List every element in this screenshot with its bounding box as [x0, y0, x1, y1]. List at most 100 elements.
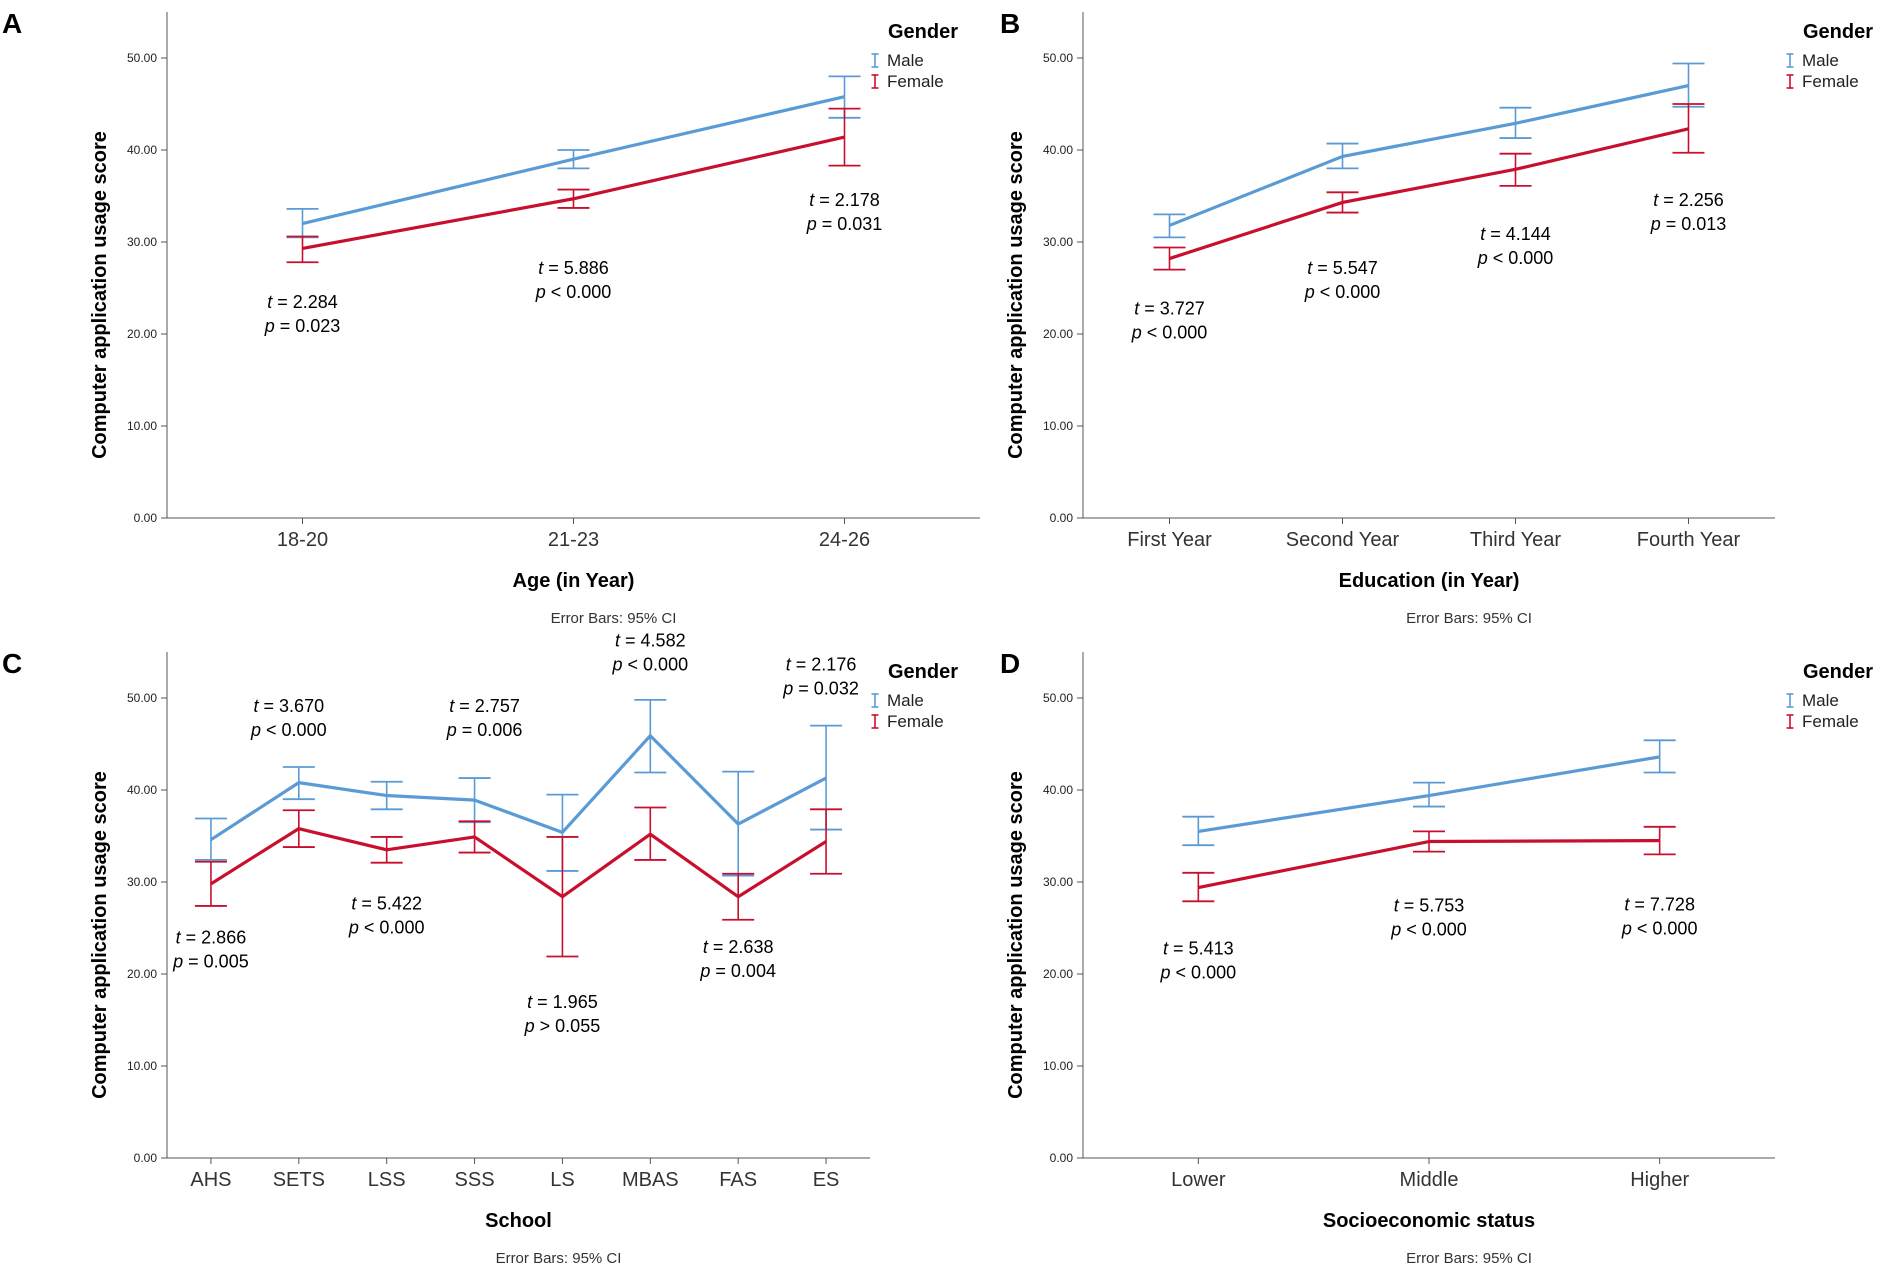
y-tick-label: 20.00	[1043, 327, 1073, 341]
p-value: p = 0.004	[699, 961, 776, 981]
legend-title: Gender	[1803, 21, 1873, 43]
x-tick-label: SETS	[273, 1169, 325, 1191]
p-value: p < 0.000	[1160, 963, 1237, 983]
x-tick-label: LSS	[368, 1169, 406, 1191]
t-statistic: t = 2.757	[449, 696, 520, 716]
p-value: p < 0.000	[1477, 248, 1554, 268]
stat-annotation: t = 2.866 p = 0.005	[172, 928, 249, 972]
t-statistic: t = 2.256	[1653, 190, 1724, 210]
series-female	[1153, 103, 1705, 271]
y-tick-label: 30.00	[1043, 235, 1073, 249]
y-tick-label: 10.00	[1043, 1059, 1073, 1073]
p-value: p < 0.000	[1304, 282, 1381, 302]
y-tick-label: 30.00	[1043, 875, 1073, 889]
panel-label: C	[2, 648, 22, 679]
series-female	[194, 806, 843, 958]
t-statistic: t = 5.413	[1163, 939, 1234, 959]
stat-annotation: t = 2.638 p = 0.004	[699, 937, 776, 981]
t-statistic: t = 5.547	[1307, 258, 1378, 278]
error-bar-footnote: Error Bars: 95% CI	[496, 1250, 622, 1267]
legend-male: Male	[887, 691, 924, 710]
x-tick-label: MBAS	[622, 1169, 679, 1191]
panel-label: A	[2, 8, 22, 39]
male-errorbar-icon	[1786, 693, 1794, 708]
y-tick-label: 50.00	[127, 51, 157, 65]
x-tick-label: LS	[550, 1169, 574, 1191]
female-errorbar-icon	[1786, 74, 1794, 89]
panel-label: B	[1000, 8, 1020, 39]
x-tick-label: ES	[813, 1169, 840, 1191]
x-axis-title: Age (in Year)	[513, 570, 635, 592]
x-tick-label: 21-23	[548, 529, 599, 551]
legend-female: Female	[1802, 72, 1859, 91]
x-tick-label: Fourth Year	[1637, 529, 1741, 551]
x-tick-label: Lower	[1171, 1169, 1226, 1191]
male-errorbar-icon	[1786, 53, 1794, 68]
legend: Gender Male Female	[871, 21, 958, 91]
series-line-male	[1198, 755, 1660, 833]
y-tick-label: 10.00	[127, 1059, 157, 1073]
y-tick-label: 10.00	[1043, 419, 1073, 433]
x-tick-label: Second Year	[1286, 529, 1400, 551]
p-value: p = 0.023	[264, 316, 341, 336]
y-tick-label: 40.00	[127, 143, 157, 157]
p-value: p < 0.000	[1390, 919, 1467, 939]
series-male	[286, 75, 861, 239]
x-tick-label: Third Year	[1470, 529, 1562, 551]
female-errorbar-icon	[1786, 714, 1794, 729]
series-line-male	[302, 95, 845, 226]
stat-annotation: t = 1.965 p > 0.055	[524, 992, 601, 1036]
x-axis-title: Socioeconomic status	[1323, 1210, 1535, 1232]
x-tick-label: SSS	[455, 1169, 495, 1191]
y-tick-label: 50.00	[1043, 691, 1073, 705]
t-statistic: t = 3.670	[254, 696, 325, 716]
series-male	[1153, 62, 1705, 239]
stat-annotation: t = 2.284 p = 0.023	[264, 292, 341, 336]
legend: Gender Male Female	[1786, 661, 1873, 731]
y-tick-label: 40.00	[1043, 783, 1073, 797]
legend-female: Female	[887, 712, 944, 731]
legend-male: Male	[1802, 51, 1839, 70]
y-axis-title: Computer application usage score	[89, 771, 111, 1099]
y-axis-title: Computer application usage score	[1005, 131, 1027, 459]
x-axis-title: School	[485, 1210, 552, 1232]
p-value: p > 0.055	[524, 1016, 601, 1036]
stat-annotation: t = 2.178 p = 0.031	[806, 190, 883, 234]
t-statistic: t = 7.728	[1624, 895, 1695, 915]
y-tick-label: 40.00	[1043, 143, 1073, 157]
stat-annotation: t = 2.256 p = 0.013	[1650, 190, 1727, 234]
legend-male: Male	[1802, 691, 1839, 710]
male-errorbar-icon	[871, 693, 879, 708]
y-tick-label: 30.00	[127, 235, 157, 249]
p-value: p < 0.000	[612, 654, 689, 674]
x-tick-label: FAS	[719, 1169, 757, 1191]
p-value: p < 0.000	[535, 282, 612, 302]
p-value: p = 0.006	[446, 720, 523, 740]
p-value: p < 0.000	[348, 918, 425, 938]
stat-annotation: t = 5.886 p < 0.000	[535, 258, 612, 302]
x-tick-label: Higher	[1630, 1169, 1689, 1191]
female-errorbar-icon	[871, 74, 879, 89]
series-line-male	[1168, 84, 1689, 227]
stat-annotation: t = 4.582 p < 0.000	[612, 630, 689, 674]
y-tick-label: 0.00	[1050, 1151, 1074, 1165]
female-errorbar-icon	[871, 714, 879, 729]
stat-annotation: t = 3.670 p < 0.000	[250, 696, 327, 740]
series-female	[286, 107, 861, 264]
t-statistic: t = 2.176	[786, 654, 857, 674]
t-statistic: t = 2.866	[176, 928, 247, 948]
x-tick-label: Middle	[1400, 1169, 1459, 1191]
stat-annotation: t = 5.413 p < 0.000	[1160, 939, 1237, 983]
series-male	[1182, 739, 1676, 847]
stat-annotation: t = 5.422 p < 0.000	[348, 894, 425, 938]
stat-annotation: t = 3.727 p < 0.000	[1131, 299, 1208, 343]
legend-female: Female	[887, 72, 944, 91]
stat-annotation: t = 4.144 p < 0.000	[1477, 224, 1554, 268]
panel-D: D 0.00 10.00 20.00 30.00 40.00 50.00 Lower Middl…	[1000, 648, 1873, 1267]
y-tick-label: 10.00	[127, 419, 157, 433]
t-statistic: t = 2.178	[809, 190, 880, 210]
legend-female: Female	[1802, 712, 1859, 731]
stat-annotation: t = 5.547 p < 0.000	[1304, 258, 1381, 302]
